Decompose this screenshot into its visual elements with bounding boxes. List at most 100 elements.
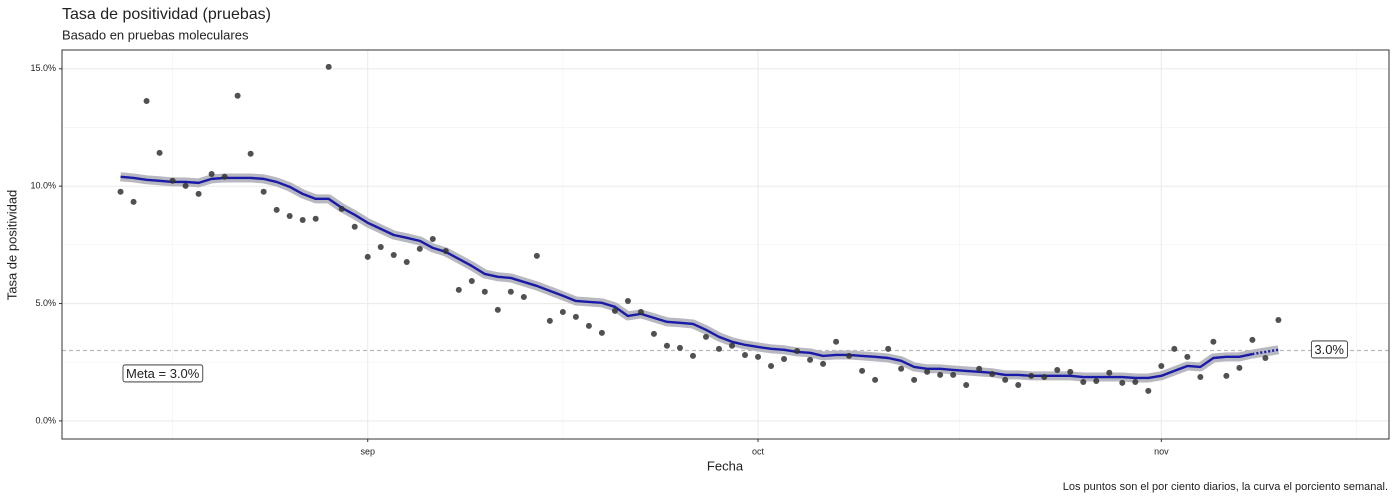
annotation-box (122, 364, 204, 383)
point (794, 347, 801, 354)
point (598, 329, 605, 336)
point (1145, 387, 1152, 394)
point (1054, 366, 1061, 373)
point (1236, 364, 1243, 371)
point (182, 182, 189, 189)
point (117, 188, 124, 195)
point (143, 97, 150, 104)
point (676, 344, 683, 351)
point (546, 317, 553, 324)
annotation-box (1310, 340, 1348, 359)
point (429, 235, 436, 242)
point (820, 360, 827, 367)
annotation-label: Meta = 3.0% (126, 366, 200, 381)
point (416, 245, 423, 252)
point (377, 243, 384, 250)
caption: Los puntos son el por ciento diarios, la… (1063, 481, 1388, 493)
chart-subtitle: Basado en pruebas moleculares (62, 27, 249, 42)
point (533, 252, 540, 259)
point (364, 253, 371, 260)
plot-border (61, 49, 1390, 440)
point (898, 365, 905, 372)
point (702, 333, 709, 340)
point (1158, 362, 1165, 369)
y-tick-label: 10.0% (30, 181, 56, 191)
point (1197, 374, 1204, 381)
y-tick-label: 5.0% (35, 298, 56, 308)
point (208, 170, 215, 177)
point (924, 368, 931, 375)
point (559, 308, 566, 315)
point (1249, 336, 1256, 343)
point (729, 342, 736, 349)
point (585, 322, 592, 329)
point (989, 370, 996, 377)
y-tick-label: 0.0% (35, 415, 56, 425)
point (260, 188, 267, 195)
point (221, 173, 228, 180)
point (650, 330, 657, 337)
point (755, 353, 762, 360)
point (325, 63, 332, 70)
point (689, 352, 696, 359)
point (299, 216, 306, 223)
point (1015, 382, 1022, 389)
point (1028, 372, 1035, 379)
point (403, 258, 410, 265)
point (768, 362, 775, 369)
point (455, 286, 462, 293)
point (442, 247, 449, 254)
point (950, 371, 957, 378)
x-tick-label: sep (360, 446, 375, 456)
point (742, 351, 749, 358)
point (833, 338, 840, 345)
x-axis-title: Fecha (707, 458, 744, 473)
y-tick-label: 15.0% (30, 63, 56, 73)
point (1002, 376, 1009, 383)
point (1275, 316, 1282, 323)
point (872, 376, 879, 383)
point (1210, 338, 1217, 345)
point (624, 297, 631, 304)
y-axis-title: Tasa de positividad (4, 190, 19, 301)
point (807, 356, 814, 363)
point (1093, 378, 1100, 385)
point (468, 278, 475, 285)
curve-band (120, 172, 1254, 383)
point (1223, 372, 1230, 379)
point (637, 308, 644, 315)
curve-line (1252, 348, 1279, 356)
point (846, 352, 853, 359)
point (1184, 353, 1191, 360)
point (1041, 374, 1048, 381)
point (169, 177, 176, 184)
x-tick-label: oct (752, 446, 765, 456)
point (507, 288, 514, 295)
point (351, 223, 358, 230)
annotation: 3.0% (1310, 340, 1348, 359)
point (1119, 379, 1126, 386)
point (1080, 378, 1087, 385)
point (1106, 369, 1113, 376)
annotation-label: 3.0% (1314, 342, 1344, 357)
point (156, 149, 163, 156)
point (195, 190, 202, 197)
point (937, 371, 944, 378)
point (247, 150, 254, 157)
point (885, 345, 892, 352)
point (976, 365, 983, 372)
point (338, 205, 345, 212)
point (273, 206, 280, 213)
point (715, 345, 722, 352)
x-tick-label: nov (1154, 446, 1169, 456)
point (781, 355, 788, 362)
annotation: Meta = 3.0% (122, 364, 204, 383)
curve-line (120, 175, 1253, 380)
point (130, 198, 137, 205)
point (1171, 345, 1178, 352)
point (1132, 378, 1139, 385)
point (572, 313, 579, 320)
point (234, 92, 241, 99)
point (663, 342, 670, 349)
